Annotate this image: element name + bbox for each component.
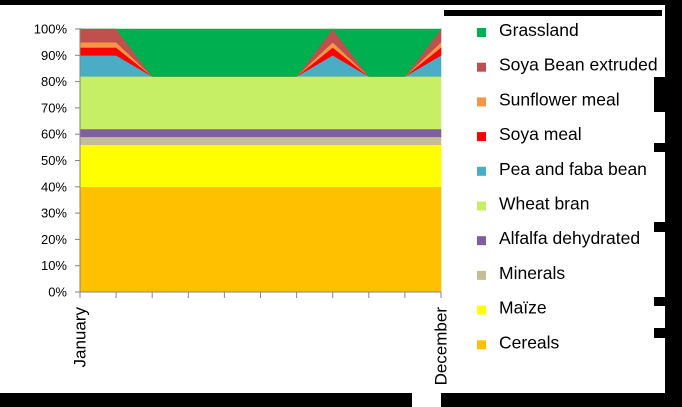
x-tick-label: January — [71, 307, 90, 368]
legend-label-alfalfa-dehydrated: Alfalfa dehydrated — [499, 228, 640, 248]
y-tick-label: 30% — [41, 206, 67, 221]
legend: Grassland Soya Bean extruded Sunflower mea… — [477, 20, 658, 352]
frame-bottom-border-right — [441, 393, 682, 407]
legend-swatch-minerals — [477, 270, 486, 280]
y-tick-label: 80% — [41, 74, 67, 89]
legend-swatch-pea-and-faba-bean — [477, 166, 486, 176]
x-axis-ticks: January December — [71, 292, 451, 385]
area-wheat-bran — [79, 76, 442, 130]
legend-swatch-alfalfa-dehydrated — [477, 236, 486, 246]
legend-label-minerals: Minerals — [499, 263, 565, 283]
frame-bottom-border-left — [0, 393, 412, 407]
legend-swatch-maize — [477, 305, 486, 315]
legend-label-wheat-bran: Wheat bran — [499, 194, 589, 214]
y-tick-label: 50% — [41, 153, 67, 168]
legend-label-sunflower-meal: Sunflower meal — [499, 89, 620, 109]
y-tick-label: 0% — [48, 285, 67, 300]
x-tick-label: December — [432, 307, 451, 386]
frame-edge-dash — [654, 143, 665, 152]
legend-swatch-soya-meal — [477, 132, 486, 142]
y-tick-label: 60% — [41, 127, 67, 142]
frame-edge-dash — [654, 77, 665, 112]
frame-top-border — [0, 0, 682, 5]
frame-edge-dash — [654, 222, 665, 232]
frame-right-border — [665, 0, 682, 393]
area-alfalfa-dehydrated — [79, 128, 442, 138]
area-grassland — [80, 28, 442, 77]
legend-label-soya-meal: Soya meal — [499, 124, 582, 144]
y-tick-label: 90% — [41, 48, 67, 63]
frame-edge-dash — [654, 297, 665, 306]
legend-label-cereals: Cereals — [499, 332, 560, 352]
y-tick-label: 100% — [34, 22, 68, 37]
legend-label-soya-bean-extruded: Soya Bean extruded — [499, 55, 658, 75]
y-tick-label: 10% — [41, 258, 67, 273]
legend-label-pea-and-faba-bean: Pea and faba bean — [499, 159, 647, 179]
legend-swatch-grassland — [477, 28, 486, 37]
area-maize — [79, 144, 442, 188]
legend-swatch-sunflower-meal — [477, 97, 486, 107]
y-tick-label: 70% — [41, 100, 67, 115]
area-minerals — [79, 136, 442, 146]
legend-swatch-cereals — [477, 340, 486, 350]
y-tick-label: 40% — [41, 179, 67, 194]
y-tick-label: 20% — [41, 232, 67, 247]
area-series-group — [79, 28, 442, 293]
legend-swatch-soya-bean-extruded — [477, 62, 486, 72]
frame-edge-dash — [654, 328, 665, 338]
legend-swatch-wheat-bran — [477, 201, 486, 211]
legend-label-maize: Maïze — [499, 298, 547, 318]
y-axis-ticks: 0% 10% 20% 30% 40% 50% 60% 70% 80% 90% 100% — [34, 22, 80, 300]
area-cereals — [79, 186, 442, 293]
legend-label-grassland: Grassland — [499, 20, 579, 40]
frame-top-dash — [444, 10, 662, 16]
